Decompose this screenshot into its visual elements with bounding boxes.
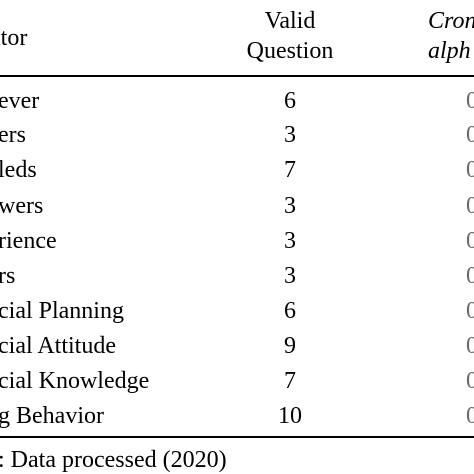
header-valid-question-line1: Valid	[264, 8, 316, 34]
row-valid-question: 3	[284, 193, 296, 219]
table-row: g Behavior 10 0	[0, 399, 474, 433]
row-alpha: 0	[466, 403, 474, 429]
header-valid-question: Valid Question	[0, 6, 474, 66]
row-valid-question: 7	[284, 368, 296, 394]
row-alpha: 0	[466, 263, 474, 289]
table-row: cial Knowledge 7 0	[0, 364, 474, 398]
row-alpha: 0	[466, 122, 474, 148]
table-row: leds 7 0	[0, 153, 474, 187]
header-indicator: ator	[0, 25, 28, 51]
table-row: cial Attitude 9 0	[0, 329, 474, 363]
table-row: rs 3 0	[0, 259, 474, 293]
row-indicator: cial Planning	[0, 298, 124, 324]
row-indicator: ever	[0, 88, 40, 114]
row-indicator: rience	[0, 228, 57, 254]
row-valid-question: 6	[284, 88, 296, 114]
row-indicator: ers	[0, 122, 26, 148]
source-note: : Data processed (2020)	[0, 447, 227, 473]
row-alpha: 0	[466, 228, 474, 254]
row-indicator: wers	[0, 193, 44, 219]
row-indicator: cial Attitude	[0, 333, 116, 359]
header-valid-question-line2: Question	[246, 38, 334, 64]
row-valid-question: 3	[284, 228, 296, 254]
bottom-rule	[0, 436, 474, 438]
header-cronbach-alpha: Cron alph	[428, 6, 474, 66]
header-rule	[0, 75, 474, 77]
row-valid-question: 3	[284, 122, 296, 148]
row-alpha: 0	[466, 368, 474, 394]
table-row: wers 3 0	[0, 189, 474, 223]
table-row: ever 6 0	[0, 84, 474, 118]
table-row: rience 3 0	[0, 224, 474, 258]
row-alpha: 0	[466, 157, 474, 183]
row-alpha: 0	[466, 88, 474, 114]
row-valid-question: 7	[284, 157, 296, 183]
row-indicator: g Behavior	[0, 403, 104, 429]
table-row: cial Planning 6 0	[0, 294, 474, 328]
row-valid-question: 9	[284, 333, 296, 359]
table-row: ers 3 0	[0, 118, 474, 152]
row-valid-question: 10	[278, 403, 302, 429]
row-valid-question: 3	[284, 263, 296, 289]
row-valid-question: 6	[284, 298, 296, 324]
row-indicator: rs	[0, 263, 16, 289]
row-alpha: 0	[466, 298, 474, 324]
row-alpha: 0	[466, 333, 474, 359]
row-indicator: leds	[0, 157, 37, 183]
header-alpha-line2: alph	[428, 38, 471, 64]
row-alpha: 0	[466, 193, 474, 219]
header-alpha-line1: Cron	[428, 8, 474, 34]
row-indicator: cial Knowledge	[0, 368, 150, 394]
